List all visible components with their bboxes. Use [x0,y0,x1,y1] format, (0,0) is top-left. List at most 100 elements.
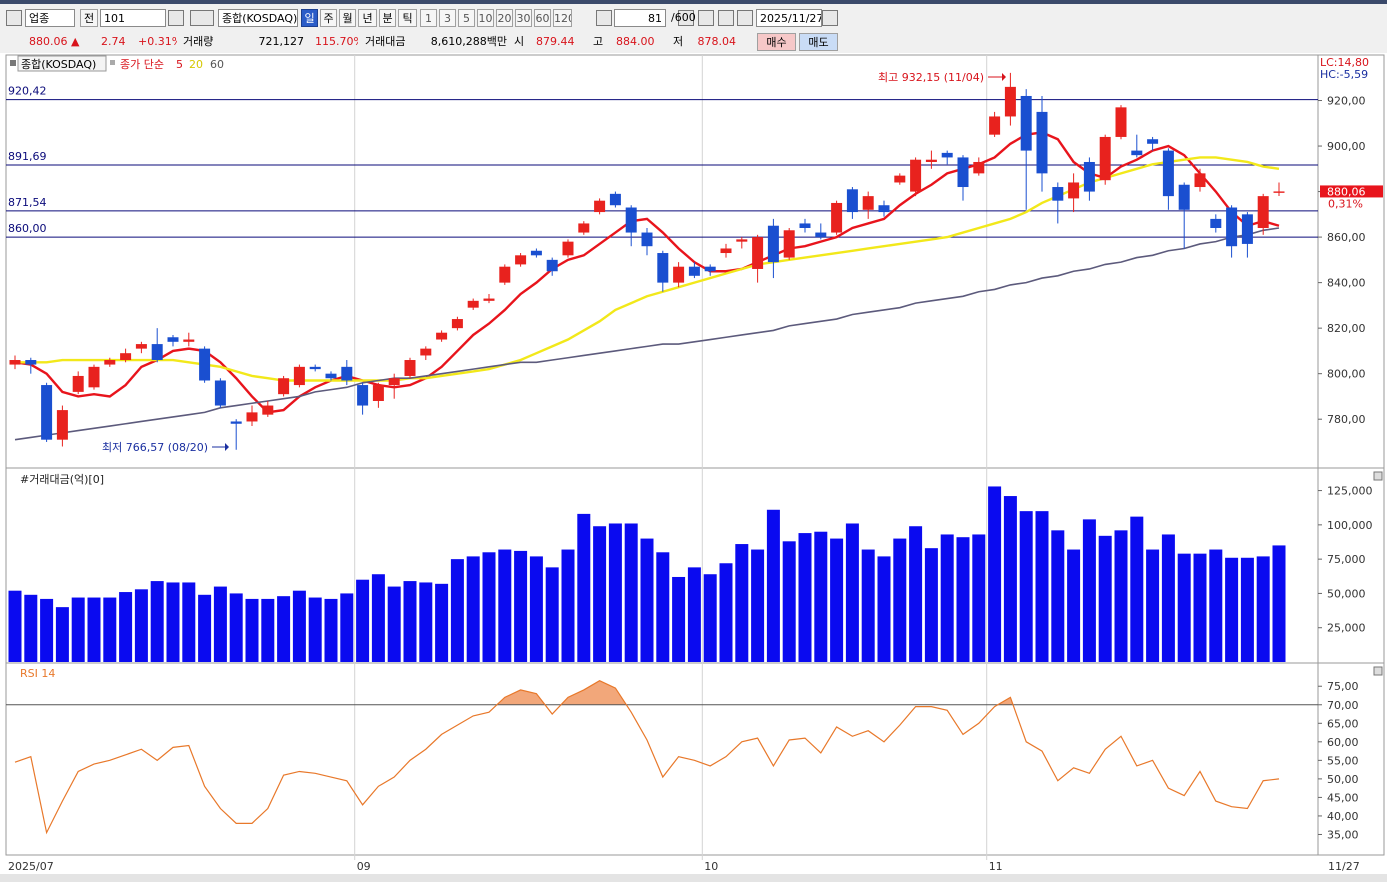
volume-bar [798,533,812,662]
volume-bar [292,590,306,662]
search-icon[interactable] [168,10,184,26]
toolbar-item[interactable]: 120 [553,9,572,27]
volume-bar [909,526,923,662]
toolbar-item[interactable]: 81 [614,9,666,27]
moving-average [14,227,1280,441]
y-tick-label: 55,00 [1327,754,1359,767]
toolbar-item[interactable]: 틱 [398,9,417,27]
last-price-box [1320,185,1383,198]
volume-bar [450,559,464,662]
toolbar-item[interactable]: 3 [439,9,456,27]
toolbar-item[interactable]: 101 [100,9,166,27]
x-tick-label: 11/27 [1328,860,1360,873]
volume-bar [324,598,338,662]
legend-entry: 60 [210,58,224,71]
toolbar-item[interactable]: 60 [534,9,551,27]
candle-body [1257,196,1269,228]
level-label: 871,54 [8,196,47,209]
panel-close[interactable] [1373,471,1383,481]
volume-bar [371,574,385,662]
toolbar-item[interactable]: 일 [301,9,318,27]
candle-body [1131,150,1143,156]
toolbar-item[interactable]: 업종 [25,9,75,27]
save-icon[interactable] [718,10,734,26]
toolbar-item[interactable]: 20 [496,9,513,27]
volume-bar [1209,549,1223,662]
legend-entry: 5 [176,58,183,71]
quote-item: 879.44 [536,35,575,48]
toolbar-item[interactable]: 주 [320,9,337,27]
toolbar-item[interactable]: 전 [80,9,98,27]
candle-body [1099,136,1111,181]
y-tick-label: 25,000 [1327,622,1366,635]
candle-body [515,255,527,265]
rsi-line [14,679,1280,835]
y-tick-label: 40,00 [1327,810,1359,823]
panel-close[interactable] [1373,666,1383,676]
toolbar-item[interactable]: 종합(KOSDAQ) [218,9,298,27]
candle-body [767,225,779,263]
candle-body [594,200,606,213]
candle-body [41,385,53,440]
volume-bar [419,582,433,662]
volume-bar [466,556,480,662]
hc-label: HC:-5,59 [1320,68,1368,81]
quote-item: +0.31% [138,35,177,48]
volume-bar [766,509,780,662]
candle-body [56,410,68,440]
y-tick-label: 60,00 [1327,736,1359,749]
volume-bar [213,586,227,662]
menu-icon[interactable] [6,10,22,26]
candle-body [657,253,669,283]
tool-icon[interactable] [678,10,694,26]
candle-body [1115,107,1127,137]
quote-item[interactable]: 매도 [799,33,838,51]
y-tick-label: 75,000 [1327,553,1366,566]
volume-bar [893,538,907,662]
candle-body [262,405,274,415]
candle-body [578,223,590,233]
candle-body [562,241,574,256]
toolbar-item[interactable]: 1 [420,9,437,27]
toolbar-item[interactable]: 분 [379,9,396,27]
toolbar-item[interactable]: 월 [339,9,356,27]
level-label: 891,69 [8,150,47,163]
toolbar-item[interactable]: 2025/11/27 [756,9,822,27]
y-tick-label: 125,000 [1327,485,1373,498]
candle-body [831,202,843,233]
candle-body [878,205,890,213]
candle-body [151,344,163,361]
dropdown[interactable] [596,10,612,26]
toolbar-item[interactable]: 30 [515,9,532,27]
sound-icon[interactable] [190,10,214,26]
toolbar-item[interactable]: 년 [358,9,377,27]
quote-item[interactable]: 매수 [757,33,796,51]
settings-icon[interactable] [737,10,753,26]
volume-bar [940,534,954,662]
scrollbar[interactable] [0,874,1387,882]
toolbar-item[interactable]: 5 [458,9,475,27]
candle-body [104,360,116,365]
volume-bar [593,526,607,662]
tool-icon[interactable] [698,10,714,26]
volume-bar [277,596,291,662]
quote-item: 거래대금 [365,35,406,48]
y-tick-label: 800,00 [1327,368,1366,381]
level-label: 920,42 [8,85,47,98]
min-annotation: 최저 766,57 (08/20) [102,441,208,454]
quote-bar: 880.06 ▲ 2.74 +0.31% 거래량 721,127 115.70% 거래대금 8… [0,31,1387,53]
volume-bar [830,538,844,662]
candle-body [1241,214,1253,244]
x-tick-label: 2025/07 [8,860,54,873]
candle-body [372,385,384,401]
candle-body [641,232,653,247]
quote-item: 884.00 [616,35,655,48]
volume-bar [1130,516,1144,662]
volume-bar [514,550,528,662]
calendar-icon[interactable] [822,10,838,26]
x-tick-label: 10 [704,860,718,873]
candle-body [530,250,542,256]
toolbar-item[interactable]: 10 [477,9,494,27]
volume-bar [182,582,196,662]
volume-bar [71,597,85,662]
